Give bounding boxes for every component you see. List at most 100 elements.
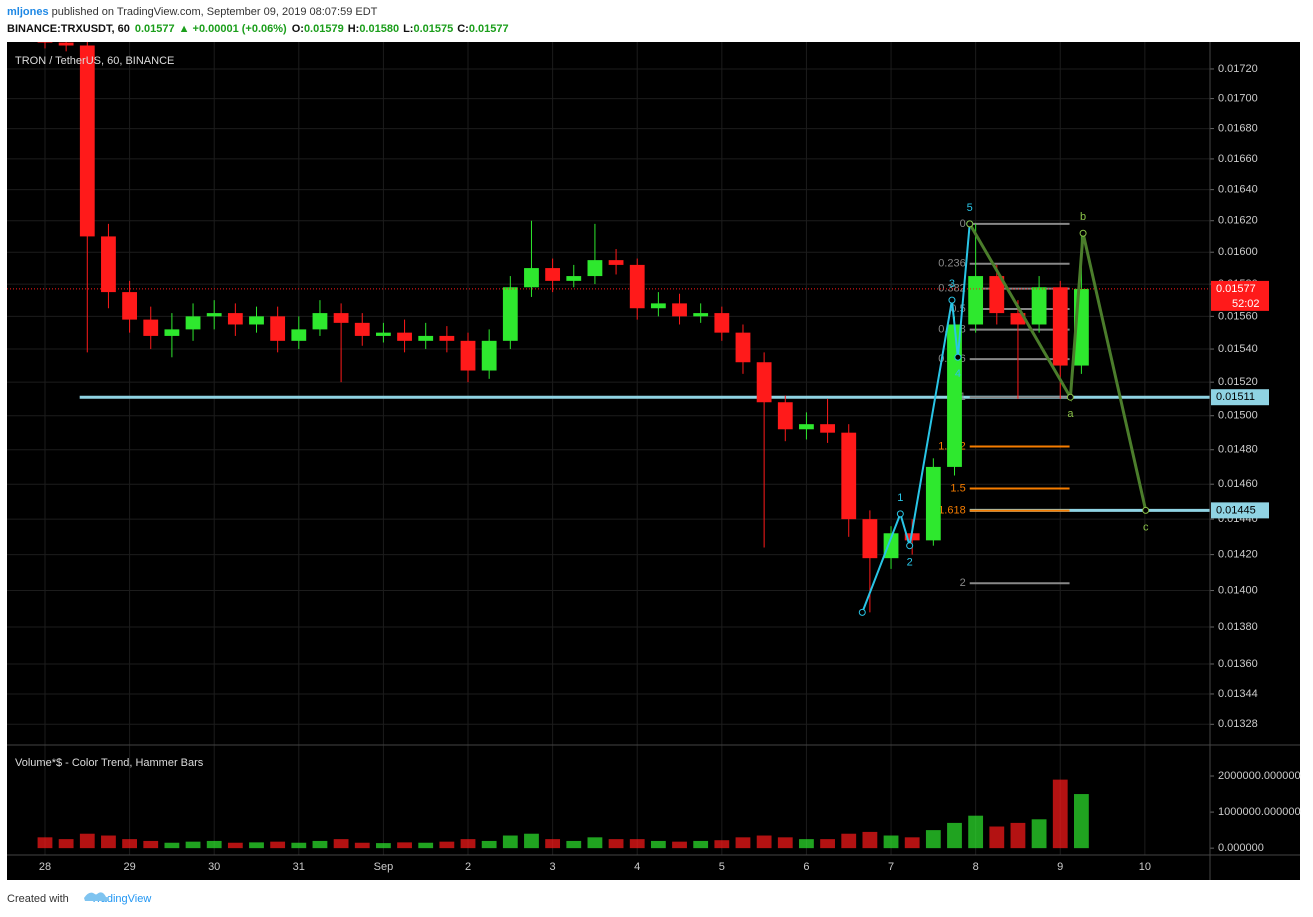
candle-body	[629, 264, 645, 309]
candle-body	[777, 402, 793, 430]
volume-bar	[291, 842, 307, 849]
volume-bar	[418, 842, 434, 849]
arrow: ▲	[179, 23, 190, 35]
volume-bar	[79, 833, 95, 849]
volume-bar	[968, 815, 984, 849]
y-tick-label: 0.01640	[1218, 184, 1258, 196]
wave-label: 4	[955, 368, 961, 380]
candle-body	[1031, 287, 1047, 325]
volume-bar	[101, 835, 116, 849]
wave-label: b	[1080, 211, 1086, 223]
candle-body	[460, 340, 476, 371]
impulse-wave	[861, 223, 971, 613]
y-tick-label: 0.01600	[1218, 246, 1258, 258]
y-tick-label: 0.01400	[1218, 584, 1258, 596]
wave-point	[1066, 393, 1074, 401]
candle-body	[418, 335, 434, 341]
candle-body	[79, 45, 95, 237]
candle-body	[354, 322, 370, 336]
published: published on TradingView.com, September …	[49, 6, 378, 18]
wave-label: c	[1143, 521, 1149, 533]
volume-bar	[122, 839, 137, 849]
grid	[7, 42, 1210, 855]
c: 0.01577	[469, 23, 509, 35]
volume-bar	[925, 830, 941, 849]
volume-bar	[524, 833, 539, 849]
fib-label: 1.5	[950, 482, 965, 494]
volume-bar	[312, 840, 328, 849]
candle-body	[312, 313, 328, 330]
candle-body	[587, 260, 603, 277]
candle-body	[502, 287, 518, 341]
candle-body	[37, 42, 53, 43]
tradingview-logo	[84, 892, 110, 901]
y-tick-label: 0.01344	[1218, 688, 1258, 700]
candle-body	[566, 276, 582, 281]
volume-bar	[333, 839, 349, 849]
volume-bar	[164, 842, 180, 849]
volume-tick-label: 2000000.000000	[1218, 770, 1301, 782]
volume-bar	[777, 837, 793, 849]
candle-body	[1010, 313, 1026, 325]
hline-label: 0.01511	[1216, 391, 1255, 403]
volume-bar	[545, 839, 561, 849]
candle-body	[925, 466, 941, 541]
candle-body	[439, 335, 455, 341]
volume-bar	[735, 837, 751, 849]
y-tick-label: 0.01540	[1218, 343, 1258, 355]
candle-body	[185, 316, 201, 330]
x-tick-label: 3	[550, 861, 556, 873]
candle-body	[397, 332, 412, 341]
volume-bar	[1031, 819, 1047, 849]
wave-label: 3	[949, 278, 955, 290]
volume-bar	[439, 841, 455, 849]
x-tick-label: Sep	[374, 861, 394, 873]
volume-bar	[206, 840, 222, 849]
candle-body	[58, 42, 74, 46]
candle-body	[545, 268, 561, 281]
change: +0.00001 (+0.06%)	[193, 23, 288, 35]
l-label: L:	[403, 23, 413, 35]
wave-point	[966, 220, 974, 228]
fib-label: 0.382	[938, 283, 966, 295]
symbol: BINANCE:TRXUSDT, 60	[7, 23, 130, 35]
x-tick-label: 7	[888, 861, 894, 873]
chart-background	[7, 42, 1300, 880]
author[interactable]: mljones	[7, 6, 49, 18]
hline-label-box	[1211, 502, 1269, 519]
x-tick-label: 10	[1139, 861, 1151, 873]
candle-body	[862, 519, 878, 559]
volume-bar	[37, 837, 53, 849]
wave-point	[954, 353, 962, 361]
volume-bar	[883, 835, 899, 849]
y-tick-label: 0.01660	[1218, 153, 1258, 165]
h: 0.01580	[359, 23, 399, 35]
candle-body	[524, 268, 539, 288]
h-label: H:	[348, 23, 360, 35]
y-tick-label: 0.01328	[1218, 718, 1258, 730]
volume-bar	[629, 839, 645, 849]
y-tick-label: 0.01720	[1218, 63, 1258, 75]
candle-body	[291, 329, 307, 341]
candle-body	[333, 313, 349, 323]
x-tick-label: 9	[1057, 861, 1063, 873]
volume-bar	[947, 822, 962, 849]
volume-bar	[566, 840, 582, 849]
y-tick-label: 0.01360	[1218, 658, 1258, 670]
footer: Created with TradingView	[7, 893, 151, 905]
volume-bar	[185, 841, 201, 849]
volume-bar	[862, 831, 878, 849]
x-tick-label: 8	[973, 861, 979, 873]
x-tick-label: 5	[719, 861, 725, 873]
axes: 28 29 30 31 Sep 2 3 4 5 6 7 8 9 100.017200.017000.016…	[7, 42, 1301, 880]
fib-label: 2	[960, 577, 966, 589]
footer-brand[interactable]: TradingView	[91, 893, 152, 905]
symbol-line: BINANCE:TRXUSDT, 60 0.01577 ▲ +0.00001 (+0.…	[7, 23, 509, 35]
footer-text: Created with	[7, 893, 69, 905]
candle-body	[735, 332, 751, 363]
volume-tick-label: 1000000.000000	[1218, 806, 1301, 818]
volume-bar	[650, 840, 666, 849]
x-tick-label: 28	[39, 861, 51, 873]
x-tick-label: 6	[803, 861, 809, 873]
